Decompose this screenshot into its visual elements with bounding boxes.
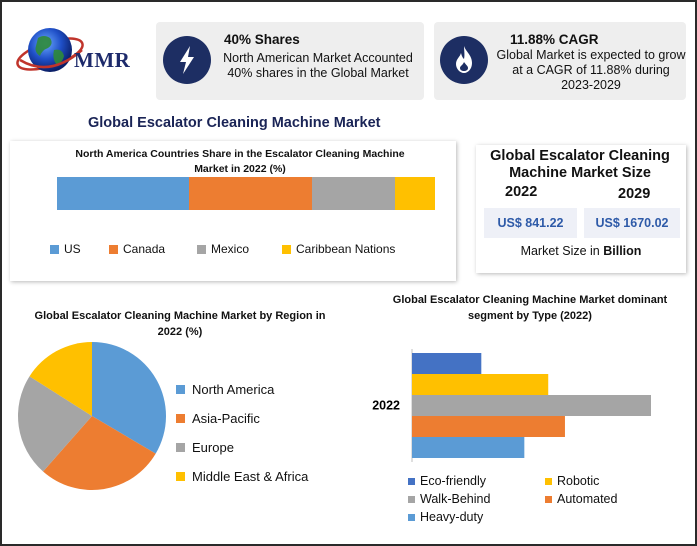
na-bar-segment-canada <box>189 177 313 210</box>
mmr-logo <box>16 28 84 72</box>
type-bar-heavy-duty <box>412 437 525 458</box>
pie-legend-label: North America <box>192 382 275 397</box>
na-stacked-bar <box>57 177 435 210</box>
logo-text: MMR <box>74 48 131 72</box>
pie-legend-swatch <box>176 443 185 452</box>
pie-legend-swatch <box>176 385 185 394</box>
type-bar-walk-behind <box>412 395 651 416</box>
na-bar-segment-us <box>57 177 190 210</box>
na-legend-label: US <box>64 242 81 256</box>
type-legend: Eco-friendly Robotic Walk-Behind Automated H… <box>408 474 678 534</box>
market-size-title: Global Escalator Cleaning Machine Market… <box>490 148 670 181</box>
na-legend-swatch <box>50 244 59 254</box>
na-legend: US Canada Mexico Caribbean Nations <box>50 242 450 260</box>
type-legend-item-heavy-duty: Heavy-duty <box>408 510 483 524</box>
type-legend-swatch <box>408 495 415 503</box>
pie-legend-item-asia-pacific: Asia-Pacific <box>176 411 260 426</box>
market-size-note-unit: Billion <box>603 244 642 258</box>
type-legend-swatch <box>545 495 552 503</box>
type-chart-category-label: 2022 <box>372 399 400 413</box>
na-legend-swatch <box>282 244 291 254</box>
type-legend-swatch <box>408 513 415 521</box>
pie-legend-label: Asia-Pacific <box>192 411 260 426</box>
pie-legend-swatch <box>176 414 185 423</box>
stat-body-shares: North American Market Accounted 40% shar… <box>223 51 413 80</box>
na-legend-swatch <box>109 244 118 254</box>
na-legend-swatch <box>197 244 206 254</box>
type-legend-item-automated: Automated <box>545 492 617 506</box>
na-legend-label: Caribbean Nations <box>296 242 396 256</box>
market-size-value-start: US$ 841.22 <box>484 208 577 238</box>
type-legend-label: Robotic <box>557 474 600 488</box>
type-chart-title: Global Escalator Cleaning Machine Market… <box>392 294 668 322</box>
pie-legend-label: Europe <box>192 440 234 455</box>
pie-legend-swatch <box>176 472 185 481</box>
type-bar-robotic <box>412 374 549 395</box>
type-legend-label: Walk-Behind <box>420 492 491 506</box>
type-legend-label: Heavy-duty <box>420 510 484 524</box>
na-legend-item-caribbean-nations: Caribbean Nations <box>282 242 395 256</box>
type-legend-item-eco-friendly: Eco-friendly <box>408 474 486 488</box>
type-bar-chart: 2022 <box>372 349 651 462</box>
stat-body-cagr: Global Market is expected to grow at a C… <box>496 48 686 92</box>
na-legend-item-mexico: Mexico <box>197 242 249 256</box>
na-legend-item-us: US <box>50 242 81 256</box>
type-legend-swatch <box>408 477 415 485</box>
na-legend-label: Mexico <box>211 242 250 256</box>
market-size-year-start: 2022 <box>505 184 538 200</box>
na-legend-item-canada: Canada <box>109 242 165 256</box>
market-size-note-prefix: Market Size in <box>520 244 604 258</box>
na-bar-segment-mexico <box>312 177 396 210</box>
type-legend-item-robotic: Robotic <box>545 474 599 488</box>
na-legend-label: Canada <box>123 242 166 256</box>
type-legend-label: Automated <box>557 492 618 506</box>
type-bar-automated <box>412 416 565 437</box>
pie-legend-item-north-america: North America <box>176 382 274 397</box>
page-title: Global Escalator Cleaning Machine Market <box>88 115 381 131</box>
region-pie-title: Global Escalator Cleaning Machine Market… <box>34 310 326 338</box>
market-size-note: Market Size in Billion <box>476 244 686 258</box>
stat-title-shares: 40% Shares <box>224 32 300 47</box>
pie-slice-north-america <box>92 342 167 454</box>
pie-slice-asia-pacific <box>43 416 156 491</box>
pie-legend-label: Middle East & Africa <box>192 469 309 484</box>
type-legend-swatch <box>545 477 552 485</box>
flame-icon <box>440 36 488 84</box>
market-size-value-end: US$ 1670.02 <box>584 208 680 238</box>
lightning-bolt-icon <box>163 36 211 84</box>
market-size-year-end: 2029 <box>618 186 651 202</box>
type-bar-eco-friendly <box>412 353 482 374</box>
pie-slice-middle-east-africa <box>29 342 92 416</box>
pie-slice-europe <box>18 376 92 472</box>
type-legend-label: Eco-friendly <box>420 474 486 488</box>
pie-legend-item-middle-east-africa: Middle East & Africa <box>176 469 308 484</box>
region-pie-chart <box>18 342 167 491</box>
stat-title-cagr: 11.88% CAGR <box>510 32 599 47</box>
na-bar-segment-caribbean-nations <box>395 177 435 210</box>
na-share-panel <box>10 141 456 281</box>
type-legend-item-walk-behind: Walk-Behind <box>408 492 490 506</box>
pie-legend-item-europe: Europe <box>176 440 234 455</box>
na-chart-title: North America Countries Share in the Esc… <box>75 148 405 175</box>
